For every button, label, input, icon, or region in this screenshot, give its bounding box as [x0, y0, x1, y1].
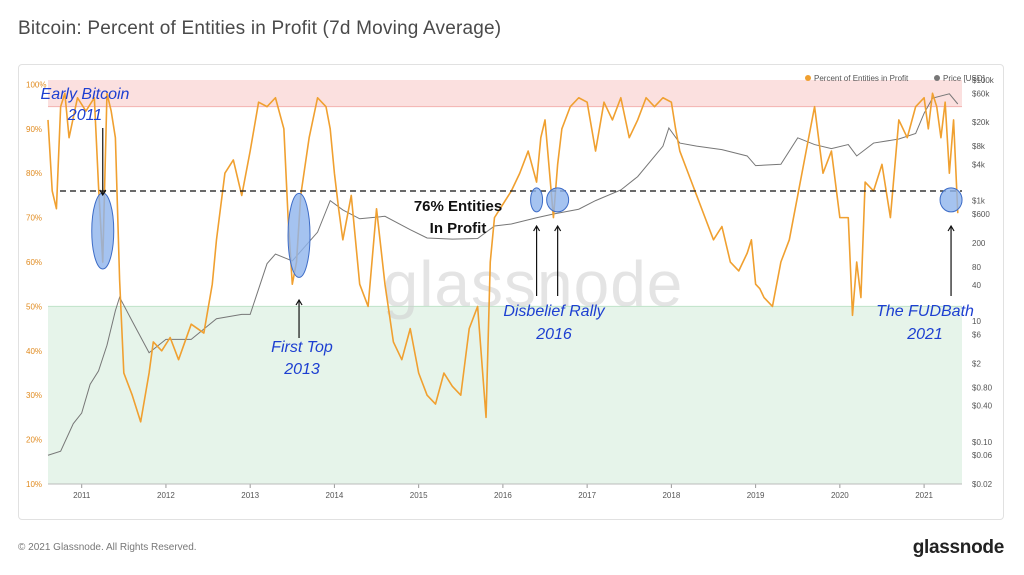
annotation-disbelief-rally-year: 2016 [535, 326, 572, 343]
y-right-tick-label: 10 [972, 317, 981, 326]
x-tick-label: 2020 [831, 491, 849, 500]
arrow-fudbath-head [947, 224, 955, 232]
annotation-first-top: First Top [271, 339, 333, 356]
annotation-early-bitcoin-year: 2011 [67, 107, 102, 124]
y-left-tick-label: 90% [26, 125, 42, 134]
arrow-first-top-head [295, 298, 303, 306]
y-right-tick-label: $0.80 [972, 383, 993, 392]
x-tick-label: 2014 [326, 491, 344, 500]
chart-panel [18, 64, 1004, 520]
annotation-fudbath-year: 2021 [906, 326, 943, 343]
y-left-tick-label: 10% [26, 480, 42, 489]
y-right-tick-label: $0.02 [972, 480, 993, 489]
y-left-tick-label: 40% [26, 347, 42, 356]
watermark-text: glassnode [383, 248, 684, 320]
highlight-marker-1 [287, 192, 311, 278]
copyright-text: © 2021 Glassnode. All Rights Reserved. [18, 542, 197, 553]
x-tick-label: 2019 [747, 491, 765, 500]
y-left-tick-label: 80% [26, 169, 42, 178]
y-right-tick-label: $100k [972, 76, 995, 85]
arrow-early-bitcoin-head [99, 189, 107, 197]
profit-line [47, 92, 959, 423]
y-right-tick-label: $0.06 [972, 451, 993, 460]
y-right-tick-label: $0.40 [972, 402, 993, 411]
legend-price-dot [934, 75, 940, 81]
y-right-tick-label: $20k [972, 118, 990, 127]
y-right-tick-label: $0.10 [972, 438, 993, 447]
y-left-tick-label: 60% [26, 258, 42, 267]
y-right-tick-label: $4k [972, 160, 986, 169]
legend-profit-dot [805, 75, 811, 81]
green-zone-band [48, 306, 962, 484]
x-tick-label: 2012 [157, 491, 175, 500]
price-line [47, 93, 959, 456]
annotation-disbelief-rally: Disbelief Rally [503, 303, 605, 320]
arrow-disbelief-2-head [554, 224, 562, 232]
x-tick-label: 2021 [915, 491, 933, 500]
y-right-tick-label: $2 [972, 359, 981, 368]
y-right-tick-label: $1k [972, 197, 986, 206]
y-right-tick-label: $600 [972, 210, 990, 219]
x-tick-label: 2013 [241, 491, 259, 500]
red-zone-band [48, 80, 962, 107]
y-left-tick-label: 20% [26, 436, 42, 445]
highlight-marker-4 [939, 187, 963, 213]
y-left-tick-label: 50% [26, 302, 42, 311]
annotation-early-bitcoin: Early Bitcoin [41, 86, 130, 103]
y-right-tick-label: $60k [972, 89, 990, 98]
highlight-marker-2 [530, 187, 544, 213]
legend-profit-label: Percent of Entities in Profit [814, 74, 909, 83]
arrow-disbelief-1-head [533, 224, 541, 232]
x-tick-label: 2011 [73, 491, 91, 500]
annotation-fudbath: The FUDBath [876, 303, 974, 320]
legend-price-label: Price [USD] [943, 74, 985, 83]
y-right-tick-label: 80 [972, 263, 981, 272]
x-tick-label: 2016 [494, 491, 512, 500]
y-right-tick-label: $8k [972, 142, 986, 151]
annotation-76-entities: 76% Entities [414, 198, 502, 215]
highlight-marker-3 [546, 187, 570, 213]
y-left-tick-label: 70% [26, 214, 42, 223]
x-tick-label: 2017 [578, 491, 596, 500]
chart-title: Bitcoin: Percent of Entities in Profit (… [18, 18, 502, 39]
annotation-in-profit: In Profit [430, 220, 487, 237]
glassnode-logo: glassnode [912, 537, 1005, 558]
annotation-first-top-year: 2013 [283, 361, 320, 378]
x-tick-label: 2018 [662, 491, 680, 500]
x-tick-label: 2015 [410, 491, 428, 500]
y-right-tick-label: 40 [972, 281, 981, 290]
y-left-tick-label: 100% [26, 80, 46, 89]
y-left-tick-label: 30% [26, 391, 42, 400]
y-right-tick-label: 200 [972, 239, 986, 248]
y-right-tick-label: $6 [972, 331, 981, 340]
highlight-marker-0 [91, 192, 115, 270]
